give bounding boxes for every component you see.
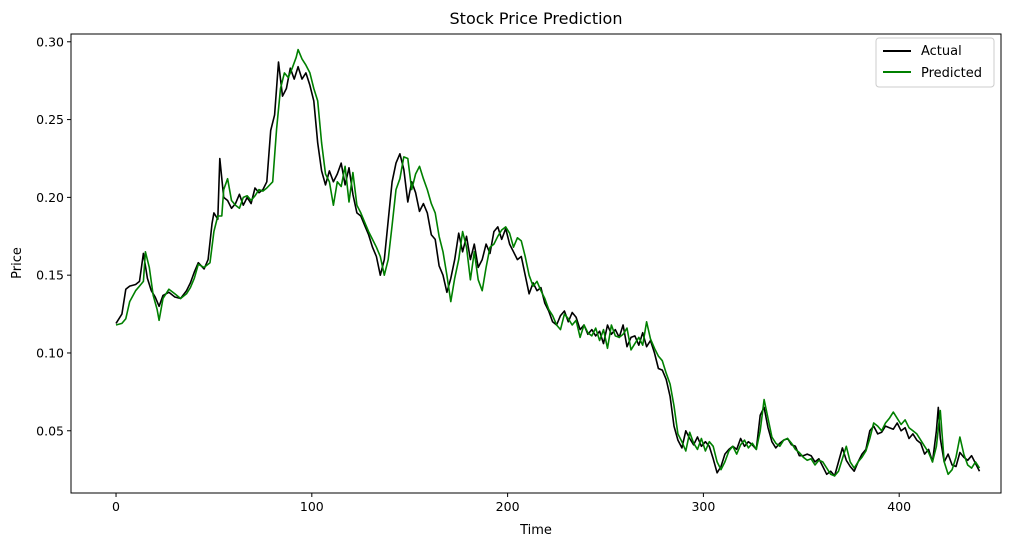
x-tick-label: 300: [691, 499, 715, 514]
series-line-actual: [115, 61, 981, 477]
y-tick-label: 0.10: [36, 345, 64, 360]
series-line-predicted: [115, 48, 981, 477]
legend: Actual Predicted: [875, 37, 995, 88]
y-tick-label: 0.15: [36, 268, 64, 283]
y-tick-label: 0.30: [36, 34, 64, 49]
chart-title: Stock Price Prediction: [450, 9, 623, 28]
legend-label-actual: Actual: [921, 44, 962, 59]
x-tick-label: 200: [496, 499, 520, 514]
y-tick-label: 0.25: [36, 112, 64, 127]
x-tick-label: 0: [112, 499, 120, 514]
x-tick-label: 100: [300, 499, 324, 514]
y-axis-label: Price: [10, 247, 25, 279]
x-tick-label: 400: [887, 499, 911, 514]
plot-frame: [70, 33, 1002, 494]
x-axis-label: Time: [519, 523, 552, 538]
y-tick-label: 0.05: [36, 423, 64, 438]
y-tick-label: 0.20: [36, 190, 64, 205]
ticks-layer: 0 100 200 300 400 0.05 0.10 0.15 0.20 0.25 0.30: [36, 34, 911, 514]
series-layer: [115, 48, 981, 477]
legend-label-predicted: Predicted: [921, 66, 982, 81]
